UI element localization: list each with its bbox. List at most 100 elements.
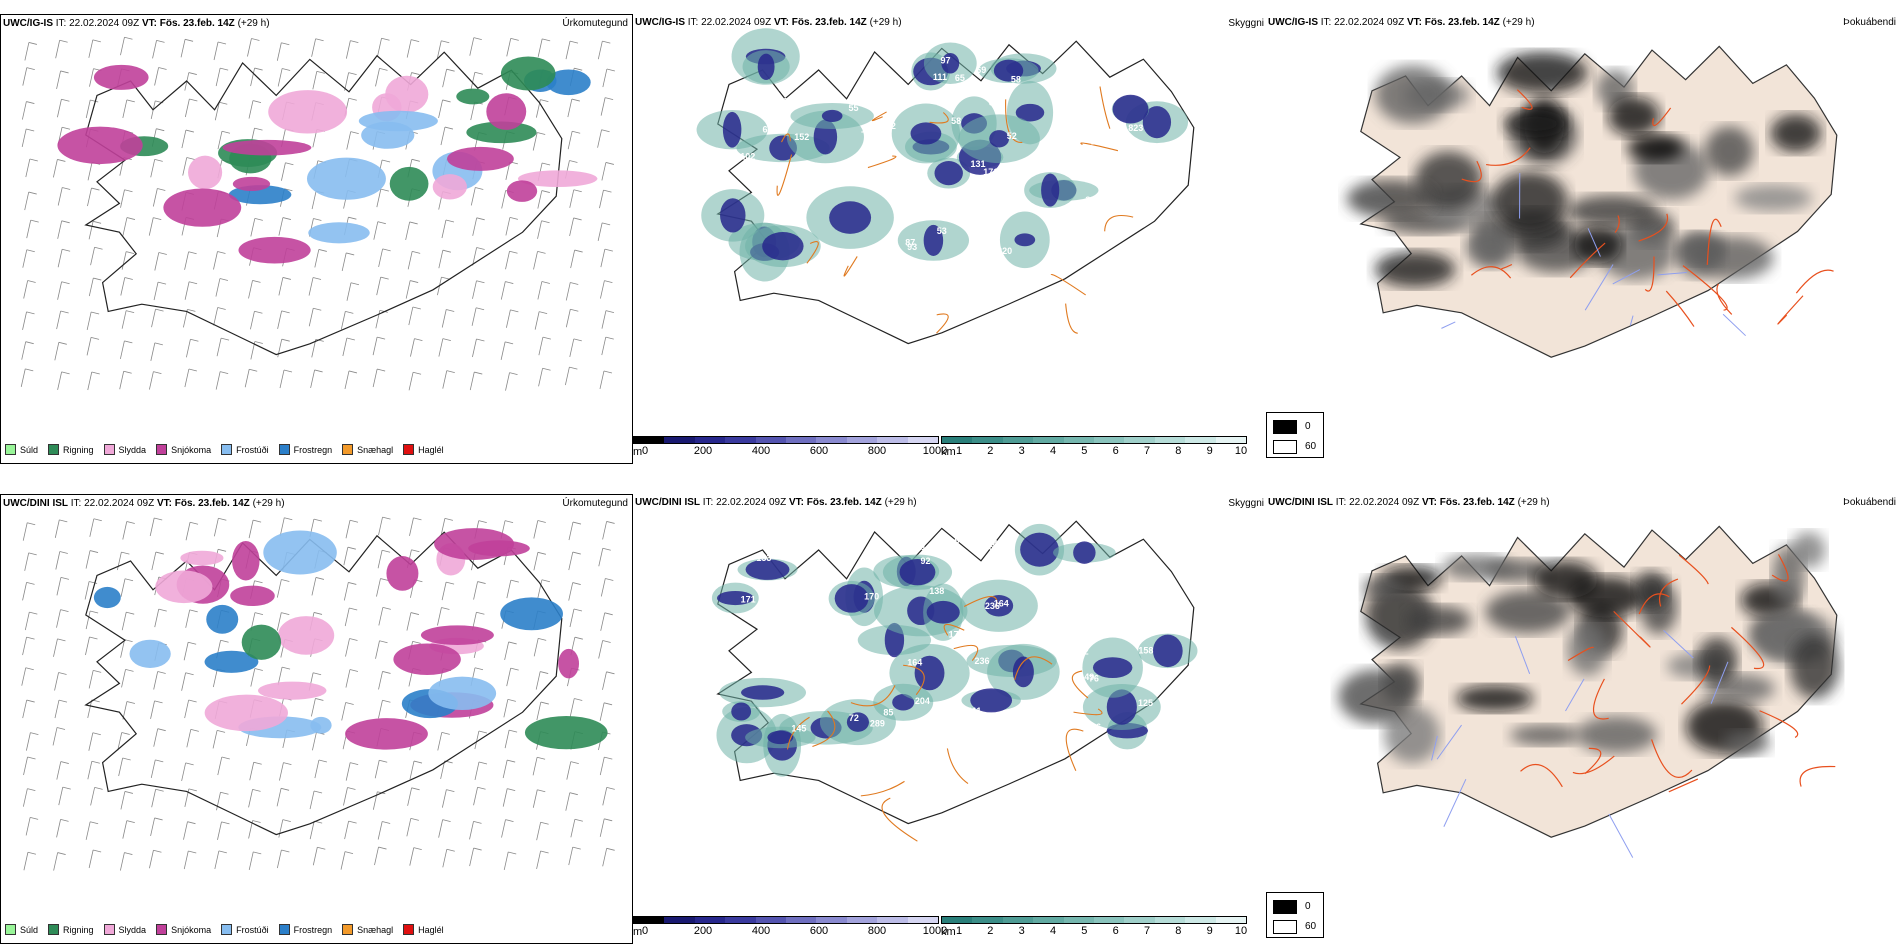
wind-barb-flag: [346, 337, 355, 341]
cloud-base-label: 235: [1142, 177, 1157, 187]
colorbar-height-ticks: 0 200 400 600 800 1000: [642, 924, 947, 938]
wind-barb-flag: [446, 581, 455, 585]
wind-barb: [121, 612, 127, 631]
cloud-base-area: [1106, 689, 1137, 725]
wind-barb: [440, 518, 446, 537]
cloud-base-label: 196: [1086, 722, 1101, 732]
wind-barb-flag: [126, 251, 135, 255]
wind-barb: [538, 368, 543, 387]
legend-swatch: [5, 444, 16, 455]
fog-area: [1704, 126, 1754, 176]
legend-swatch: [342, 924, 354, 935]
precip-area: [546, 69, 591, 96]
cloud-base-label: 151: [776, 665, 791, 675]
wind-barb-flag: [60, 609, 69, 613]
wind-barb: [281, 162, 286, 181]
wind-barb-flag: [185, 762, 194, 766]
legend-swatch: [5, 924, 16, 935]
wind-barb: [250, 67, 255, 87]
precip-area: [232, 176, 271, 192]
legend-item: Snæhagl: [342, 444, 393, 455]
wind-barb-flag: [536, 756, 546, 760]
wind-barb-flag: [253, 851, 262, 855]
wind-barb-flag: [376, 336, 386, 340]
precip-area: [524, 715, 608, 750]
precip-area: [506, 180, 538, 202]
wind-barb-flag: [254, 580, 263, 584]
wind-barb: [148, 217, 154, 236]
wind-barb: [536, 850, 541, 870]
colorbar-tick-label: 2: [987, 925, 994, 937]
wind-barb: [567, 131, 573, 150]
cloud-base-area: [984, 595, 1014, 617]
wind-barb: [502, 788, 508, 807]
wind-barb-flag: [537, 789, 546, 793]
wind-barb-flag: [313, 307, 322, 311]
wind-barb: [54, 519, 60, 538]
wind-barb: [599, 756, 605, 776]
wind-barb-flag: [542, 336, 551, 340]
cloud-base-label: 145: [791, 723, 806, 733]
fog-area: [1734, 184, 1813, 212]
wind-barb-flag: [154, 700, 163, 704]
road-line: [1099, 86, 1111, 129]
wind-barb-flag: [190, 338, 199, 342]
wind-barb-flag: [379, 759, 388, 763]
precip-area: [188, 155, 223, 190]
wind-barb-flag: [574, 636, 583, 640]
wind-barb: [87, 761, 93, 780]
wind-barb-flag: [189, 521, 199, 525]
wind-barb: [89, 68, 94, 87]
wind-barb-flag: [349, 638, 358, 641]
wind-barb-flag: [90, 99, 99, 103]
legend-swatch: [403, 444, 415, 455]
model-name: UWC/DINI ISL: [1268, 497, 1333, 508]
wind-barb: [57, 99, 62, 118]
precip-area: [558, 648, 580, 679]
wind-barb-flag: [25, 667, 34, 671]
wind-barb-flag: [124, 340, 133, 344]
wind-barb-flag: [474, 71, 483, 75]
wind-barb-flag: [28, 42, 37, 45]
colorbar-unit-m: m: [633, 446, 643, 458]
wind-barb: [26, 220, 32, 239]
wind-barb-flag: [90, 337, 100, 340]
wind-barb: [151, 551, 157, 571]
road-line: [786, 716, 810, 750]
wind-barb: [52, 159, 58, 178]
wind-barb-flag: [156, 128, 165, 132]
wind-barb-flag: [510, 579, 519, 583]
wind-barb: [311, 38, 316, 57]
precip-legend: Súld Rigning Slydda Snjókoma Frostúði Frostre…: [5, 444, 444, 455]
cloud-base-label: 72: [849, 713, 859, 723]
wind-barb: [600, 280, 605, 299]
wind-barb-flag: [60, 577, 70, 580]
fog-area: [1626, 133, 1684, 162]
wind-barb-flag: [412, 371, 422, 375]
cloud-base-label: 69: [861, 171, 871, 181]
wind-barb: [598, 640, 604, 659]
colorbar-segment: [634, 437, 665, 443]
wind-barb-flag: [89, 550, 99, 553]
cloud-base-label: 158: [1138, 646, 1153, 656]
wind-barb: [372, 337, 378, 356]
legend-item: Haglél: [403, 924, 444, 935]
cloud-base-label: 124: [919, 724, 934, 734]
wind-barb-flag: [154, 158, 163, 162]
legend-label: Súld: [20, 444, 39, 455]
colorbar-tick-label: 600: [809, 925, 829, 937]
wind-barb: [405, 221, 411, 241]
fog-area: [1362, 575, 1406, 599]
wind-barb: [504, 730, 510, 749]
wind-barb-flag: [542, 367, 551, 371]
precip-area: [230, 585, 275, 607]
wind-barb-flag: [124, 578, 134, 582]
colorbar-tick-label: 9: [1206, 445, 1213, 457]
wind-barb-flag: [412, 250, 421, 254]
colorbar-tick-label: 5: [1081, 445, 1088, 457]
wind-barb: [90, 247, 95, 266]
road-line: [963, 595, 998, 609]
wind-barb: [55, 551, 61, 570]
cloud-base-label: 111: [933, 72, 947, 82]
colorbar-height-bars: [633, 916, 939, 924]
